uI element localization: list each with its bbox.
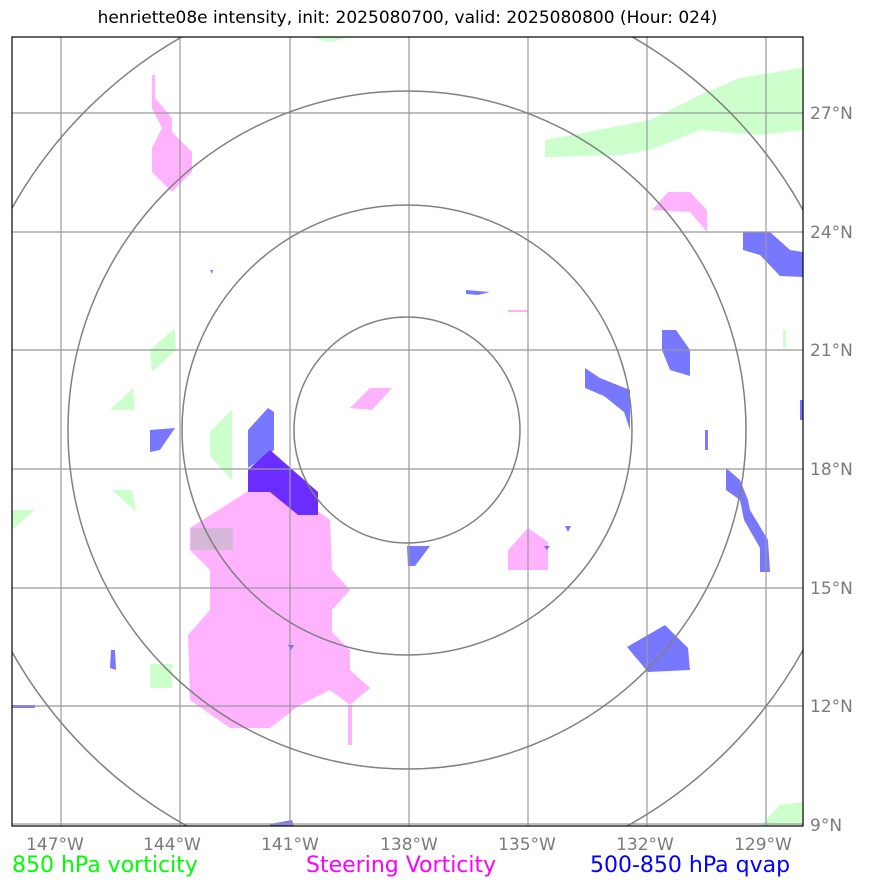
- lon-tick-labels: 147°W 144°W 141°W 138°W 135°W 132°W 129°…: [26, 835, 792, 855]
- lon-tick-label: 135°W: [498, 835, 556, 855]
- lon-tick-label: 147°W: [26, 835, 84, 855]
- vorticity-area: [150, 664, 172, 688]
- map-title: henriette08e intensity, init: 2025080700…: [97, 8, 718, 28]
- vorticity-area: [110, 388, 135, 410]
- qvap-area: [743, 232, 803, 277]
- qvap-area: [150, 428, 175, 452]
- steering-area: [348, 705, 352, 745]
- lon-tick-label: 141°W: [261, 835, 319, 855]
- qvap-area: [726, 468, 770, 572]
- range-ring: [293, 316, 521, 544]
- plot-frame: [11, 36, 804, 827]
- legend-vorticity-label: 850 hPa vorticity: [12, 853, 198, 878]
- qvap-area: [585, 368, 630, 430]
- qvap-strong-area: [248, 450, 318, 515]
- qvap-area: [544, 546, 550, 550]
- steering-vorticity-areas: [152, 75, 707, 745]
- steering-area: [652, 192, 707, 232]
- gridlines: [12, 37, 803, 826]
- lat-tick-label: 18°N: [810, 460, 853, 480]
- range-ring: [67, 90, 747, 770]
- qvap-area: [800, 400, 803, 420]
- legend-qvap-label: 500-850 hPa qvap: [590, 853, 791, 878]
- lat-tick-label: 27°N: [810, 104, 853, 124]
- steering-area: [508, 310, 528, 312]
- steering-area: [152, 75, 192, 192]
- range-rings: [12, 37, 803, 826]
- qvap-areas: [12, 232, 803, 826]
- lat-tick-label: 24°N: [810, 223, 853, 243]
- vorticity-area: [112, 490, 136, 512]
- qvap-area: [565, 526, 571, 532]
- lon-tick-label: 144°W: [143, 835, 201, 855]
- vorticity-850-areas: [12, 37, 803, 826]
- qvap-area: [662, 330, 690, 376]
- qvap-area: [210, 270, 213, 274]
- lat-tick-label: 21°N: [810, 341, 853, 361]
- lat-tick-label: 12°N: [810, 697, 853, 717]
- steering-area: [188, 490, 370, 728]
- lon-tick-label: 132°W: [616, 835, 674, 855]
- vorticity-area: [760, 802, 803, 826]
- qvap-area: [627, 625, 690, 672]
- vorticity-area: [310, 37, 350, 42]
- qvap-area: [466, 290, 490, 295]
- lat-tick-label: 15°N: [810, 579, 853, 599]
- vorticity-area: [783, 330, 786, 348]
- legend-steering-label: Steering Vorticity: [306, 853, 497, 878]
- vorticity-area: [12, 510, 35, 530]
- lon-tick-label: 138°W: [380, 835, 438, 855]
- lat-tick-labels: 27°N 24°N 21°N 18°N 15°N 12°N 9°N: [810, 104, 853, 836]
- vorticity-area: [210, 410, 232, 480]
- lon-tick-label: 129°W: [734, 835, 792, 855]
- steering-area: [350, 388, 392, 410]
- qvap-area: [407, 546, 430, 566]
- range-ring: [181, 204, 633, 656]
- qvap-area: [705, 430, 708, 450]
- lat-tick-label: 9°N: [810, 816, 842, 836]
- qvap-area: [110, 650, 116, 670]
- overlap-area: [191, 528, 233, 550]
